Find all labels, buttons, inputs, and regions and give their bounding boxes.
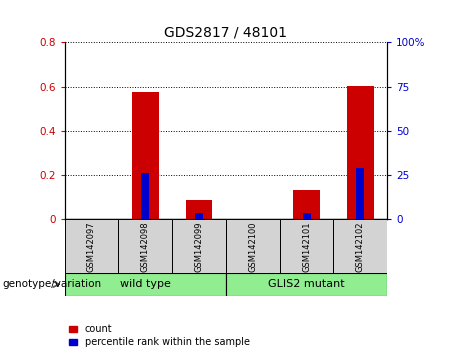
Bar <box>356 168 364 219</box>
Bar <box>65 219 118 274</box>
Text: GLIS2 mutant: GLIS2 mutant <box>268 279 345 289</box>
Bar <box>118 219 172 274</box>
Text: genotype/variation: genotype/variation <box>2 279 101 289</box>
Legend: count, percentile rank within the sample: count, percentile rank within the sample <box>70 325 250 347</box>
Text: GSM142099: GSM142099 <box>195 222 203 272</box>
Bar <box>185 200 213 219</box>
Bar <box>293 190 320 219</box>
Bar <box>172 219 226 274</box>
Bar <box>226 273 387 296</box>
Bar <box>347 86 374 219</box>
Bar <box>195 213 203 219</box>
Bar <box>132 92 159 219</box>
Text: GSM142098: GSM142098 <box>141 222 150 272</box>
Bar <box>65 273 226 296</box>
Bar <box>141 173 149 219</box>
Bar <box>333 219 387 274</box>
Text: GSM142101: GSM142101 <box>302 222 311 272</box>
Bar <box>226 219 280 274</box>
Title: GDS2817 / 48101: GDS2817 / 48101 <box>165 26 287 40</box>
Text: GSM142100: GSM142100 <box>248 222 257 272</box>
Text: GSM142102: GSM142102 <box>356 222 365 272</box>
Bar <box>280 219 333 274</box>
Text: GSM142097: GSM142097 <box>87 222 96 272</box>
Text: wild type: wild type <box>120 279 171 289</box>
Bar <box>302 213 311 219</box>
